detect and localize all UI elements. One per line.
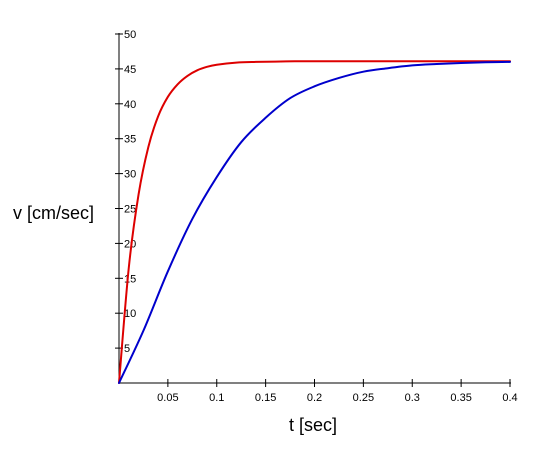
y-tick-label: 25 bbox=[124, 204, 136, 216]
x-tick-label: 0.25 bbox=[353, 392, 374, 404]
series-line-2 bbox=[118, 60, 511, 384]
x-axis-title: t [sec] bbox=[289, 415, 337, 435]
y-tick-label: 40 bbox=[124, 99, 136, 111]
y-tick-label: 5 bbox=[124, 343, 130, 355]
x-tick-label: 0.3 bbox=[405, 392, 420, 404]
x-tick-label: 0.05 bbox=[157, 392, 178, 404]
y-tick-label: 20 bbox=[124, 238, 136, 250]
axes: 5 10 15 20 25 30 35 40 45 50 0.05 0.1 0.15 0.2 0.25 0.3… bbox=[115, 29, 518, 404]
y-tick-label: 45 bbox=[124, 64, 136, 76]
x-tick-label: 0.15 bbox=[255, 392, 276, 404]
x-tick-label: 0.2 bbox=[307, 392, 322, 404]
y-tick-label: 30 bbox=[124, 169, 136, 181]
x-tick-label: 0.4 bbox=[502, 392, 517, 404]
series-line-1 bbox=[118, 60, 511, 384]
x-tick-label: 0.1 bbox=[209, 392, 224, 404]
y-tick-label: 50 bbox=[124, 29, 136, 41]
x-tick-label: 0.35 bbox=[450, 392, 471, 404]
series-layer bbox=[118, 60, 511, 384]
y-tick-label: 15 bbox=[124, 273, 136, 285]
y-axis-title: v [cm/sec] bbox=[13, 203, 94, 223]
y-tick-label: 35 bbox=[124, 134, 136, 146]
y-tick-label: 10 bbox=[124, 308, 136, 320]
